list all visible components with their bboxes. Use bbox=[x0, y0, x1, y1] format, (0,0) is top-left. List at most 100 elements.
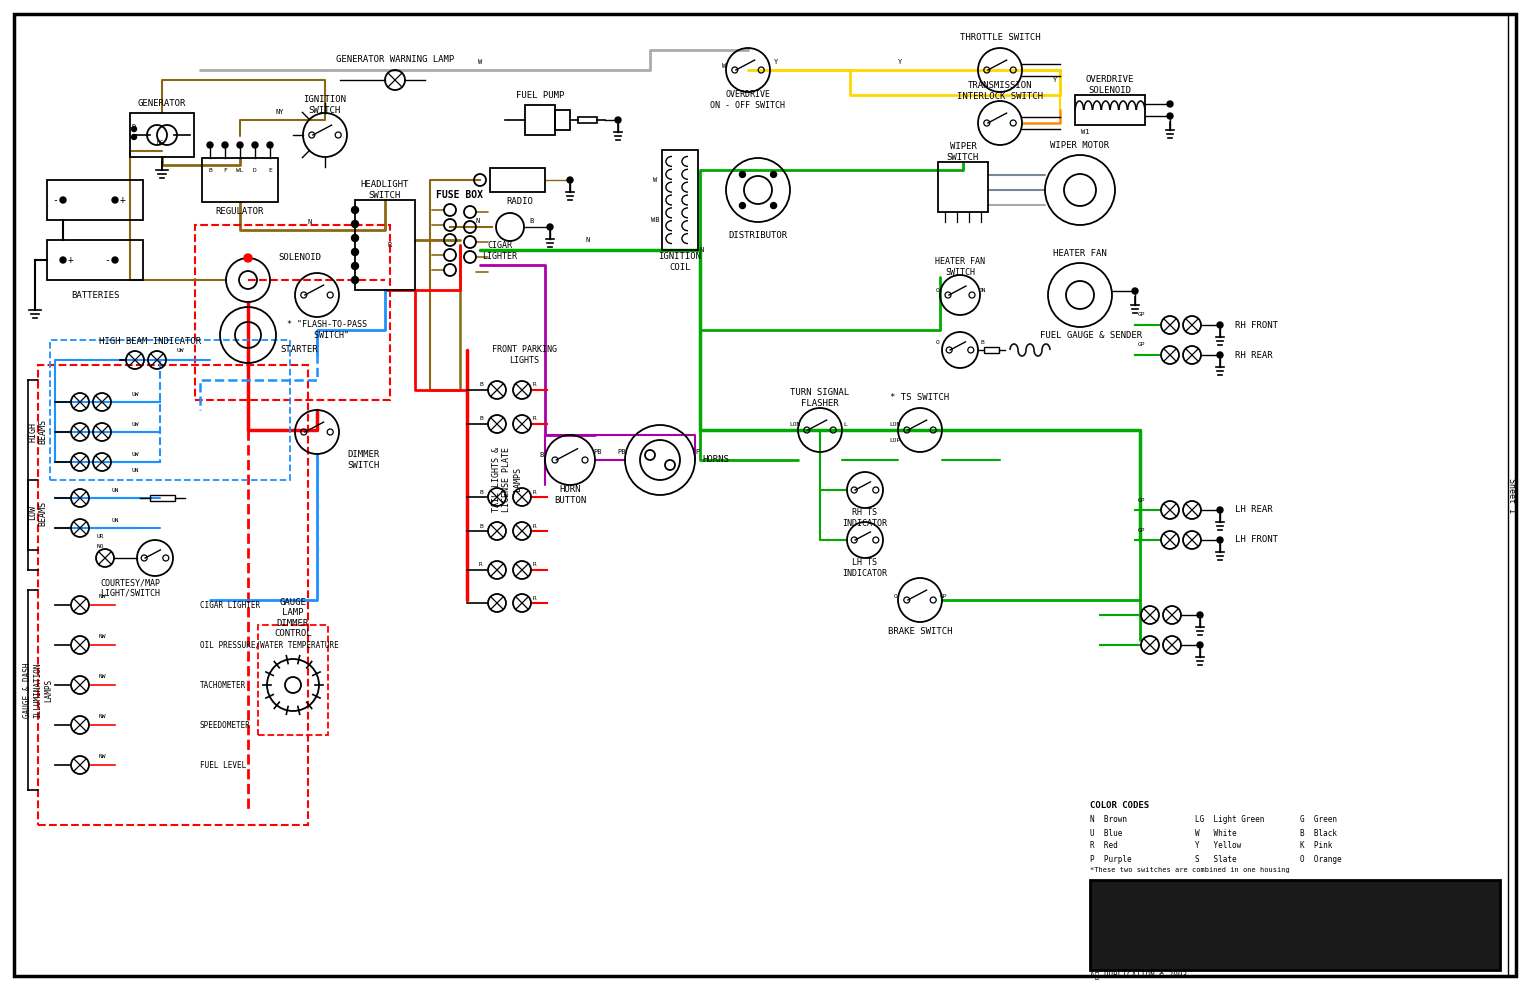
Circle shape bbox=[1196, 612, 1203, 618]
Circle shape bbox=[1167, 113, 1174, 119]
Text: Y: Y bbox=[774, 59, 779, 65]
Bar bbox=[50, 340, 291, 480]
Text: IGNITION
COIL: IGNITION COIL bbox=[658, 252, 701, 271]
Text: GAUGE
LAMP
DIMMER
CONTROL: GAUGE LAMP DIMMER CONTROL bbox=[274, 598, 312, 639]
Text: GP: GP bbox=[1138, 313, 1146, 318]
Text: P  Purple: P Purple bbox=[1089, 854, 1132, 863]
Text: +: + bbox=[119, 195, 125, 205]
Text: B: B bbox=[479, 524, 483, 529]
Text: SPEEDOMETER: SPEEDOMETER bbox=[200, 721, 251, 730]
Text: W1: W1 bbox=[1080, 129, 1089, 135]
Text: W: W bbox=[722, 63, 727, 69]
Text: TACHOMETER: TACHOMETER bbox=[200, 680, 246, 689]
Text: -: - bbox=[104, 255, 110, 265]
Text: LON: LON bbox=[889, 423, 901, 428]
Text: R: R bbox=[532, 596, 537, 601]
Circle shape bbox=[352, 221, 358, 228]
Text: DIMMER
SWITCH: DIMMER SWITCH bbox=[347, 450, 379, 469]
Text: DIAGRAM 1 - 62/64 MGB: DIAGRAM 1 - 62/64 MGB bbox=[1172, 896, 1418, 915]
Text: HIGH BEAM INDICATOR: HIGH BEAM INDICATOR bbox=[99, 338, 200, 346]
Bar bbox=[555, 110, 571, 130]
Text: HIGH
BEAMS: HIGH BEAMS bbox=[28, 420, 47, 445]
Text: OVERDRIVE
ON - OFF SWITCH: OVERDRIVE ON - OFF SWITCH bbox=[710, 90, 785, 110]
Text: K  Pink: K Pink bbox=[1300, 842, 1333, 850]
Text: R: R bbox=[389, 242, 392, 248]
Circle shape bbox=[1216, 507, 1222, 513]
Text: THROTTLE SWITCH: THROTTLE SWITCH bbox=[959, 34, 1040, 43]
Text: WB: WB bbox=[650, 217, 659, 223]
Circle shape bbox=[1216, 537, 1222, 543]
Text: RH FRONT: RH FRONT bbox=[1235, 321, 1278, 330]
Circle shape bbox=[252, 142, 259, 148]
Bar bbox=[984, 347, 999, 353]
Text: ON: ON bbox=[978, 287, 985, 292]
Text: FRONT PARKING
LIGHTS: FRONT PARKING LIGHTS bbox=[493, 346, 557, 364]
Text: CIGAR LIGHTER: CIGAR LIGHTER bbox=[200, 601, 260, 610]
Circle shape bbox=[739, 171, 745, 177]
Text: F: F bbox=[223, 167, 226, 172]
Circle shape bbox=[132, 127, 136, 132]
Bar bbox=[259, 625, 327, 735]
Text: IGNITION
SWITCH: IGNITION SWITCH bbox=[303, 95, 346, 115]
Text: N: N bbox=[701, 247, 704, 253]
Circle shape bbox=[548, 224, 552, 230]
Text: N: N bbox=[586, 237, 591, 243]
Text: UR: UR bbox=[96, 534, 104, 539]
Bar bbox=[150, 495, 174, 501]
Circle shape bbox=[207, 142, 213, 148]
Text: CIGAR
LIGHTER: CIGAR LIGHTER bbox=[482, 242, 517, 260]
Circle shape bbox=[243, 254, 252, 262]
Text: REGULATOR: REGULATOR bbox=[216, 208, 265, 217]
Text: UN: UN bbox=[132, 467, 139, 472]
Circle shape bbox=[268, 142, 272, 148]
Text: LH FRONT: LH FRONT bbox=[1235, 536, 1278, 544]
Text: BRAKE SWITCH: BRAKE SWITCH bbox=[887, 628, 952, 637]
Text: FUEL GAUGE & SENDER: FUEL GAUGE & SENDER bbox=[1040, 332, 1141, 341]
Bar bbox=[1089, 880, 1499, 970]
Text: TRANSMISSION
INTERLOCK SWITCH: TRANSMISSION INTERLOCK SWITCH bbox=[956, 81, 1043, 101]
Bar bbox=[490, 168, 545, 192]
Circle shape bbox=[739, 203, 745, 209]
Text: BATTERIES: BATTERIES bbox=[70, 290, 119, 300]
Text: STARTER: STARTER bbox=[280, 346, 318, 354]
Circle shape bbox=[112, 257, 118, 263]
Bar bbox=[355, 200, 415, 290]
Circle shape bbox=[352, 235, 358, 242]
Text: LON: LON bbox=[789, 423, 800, 428]
Text: NW: NW bbox=[98, 635, 106, 640]
Text: P: P bbox=[696, 449, 701, 455]
Circle shape bbox=[1216, 352, 1222, 358]
Text: Y: Y bbox=[1053, 77, 1057, 83]
Text: R  Red: R Red bbox=[1089, 842, 1118, 850]
Text: *These two switches are combined in one housing: *These two switches are combined in one … bbox=[1089, 867, 1290, 873]
Circle shape bbox=[60, 197, 66, 203]
Text: GP: GP bbox=[941, 593, 947, 599]
Text: LG  Light Green: LG Light Green bbox=[1195, 816, 1264, 825]
Text: UN: UN bbox=[112, 487, 119, 492]
Text: N  Brown: N Brown bbox=[1089, 816, 1128, 825]
Text: HORN
BUTTON: HORN BUTTON bbox=[554, 485, 586, 505]
Circle shape bbox=[132, 135, 136, 140]
Text: B: B bbox=[981, 340, 984, 345]
Text: B: B bbox=[479, 382, 483, 387]
Text: SOLENOID: SOLENOID bbox=[278, 253, 321, 262]
Text: LH REAR: LH REAR bbox=[1235, 506, 1273, 515]
Bar bbox=[662, 150, 698, 250]
Text: GAUGE & DASH
ILLUMINATION
LAMPS: GAUGE & DASH ILLUMINATION LAMPS bbox=[23, 662, 54, 718]
Text: W: W bbox=[477, 59, 482, 65]
Circle shape bbox=[615, 117, 621, 123]
Text: UW: UW bbox=[132, 451, 139, 456]
Text: U  Blue: U Blue bbox=[1089, 829, 1123, 838]
Text: HORNS: HORNS bbox=[702, 455, 728, 464]
Circle shape bbox=[237, 142, 243, 148]
Circle shape bbox=[222, 142, 228, 148]
Text: NW: NW bbox=[98, 715, 106, 720]
Text: FUSE BOX: FUSE BOX bbox=[436, 190, 483, 200]
Text: E: E bbox=[268, 167, 272, 172]
Text: L: L bbox=[843, 423, 848, 428]
Text: NY: NY bbox=[275, 109, 285, 115]
Circle shape bbox=[1132, 288, 1138, 294]
Text: FUEL LEVEL: FUEL LEVEL bbox=[200, 760, 246, 769]
Text: WL: WL bbox=[236, 167, 243, 172]
Text: PB: PB bbox=[594, 449, 603, 455]
